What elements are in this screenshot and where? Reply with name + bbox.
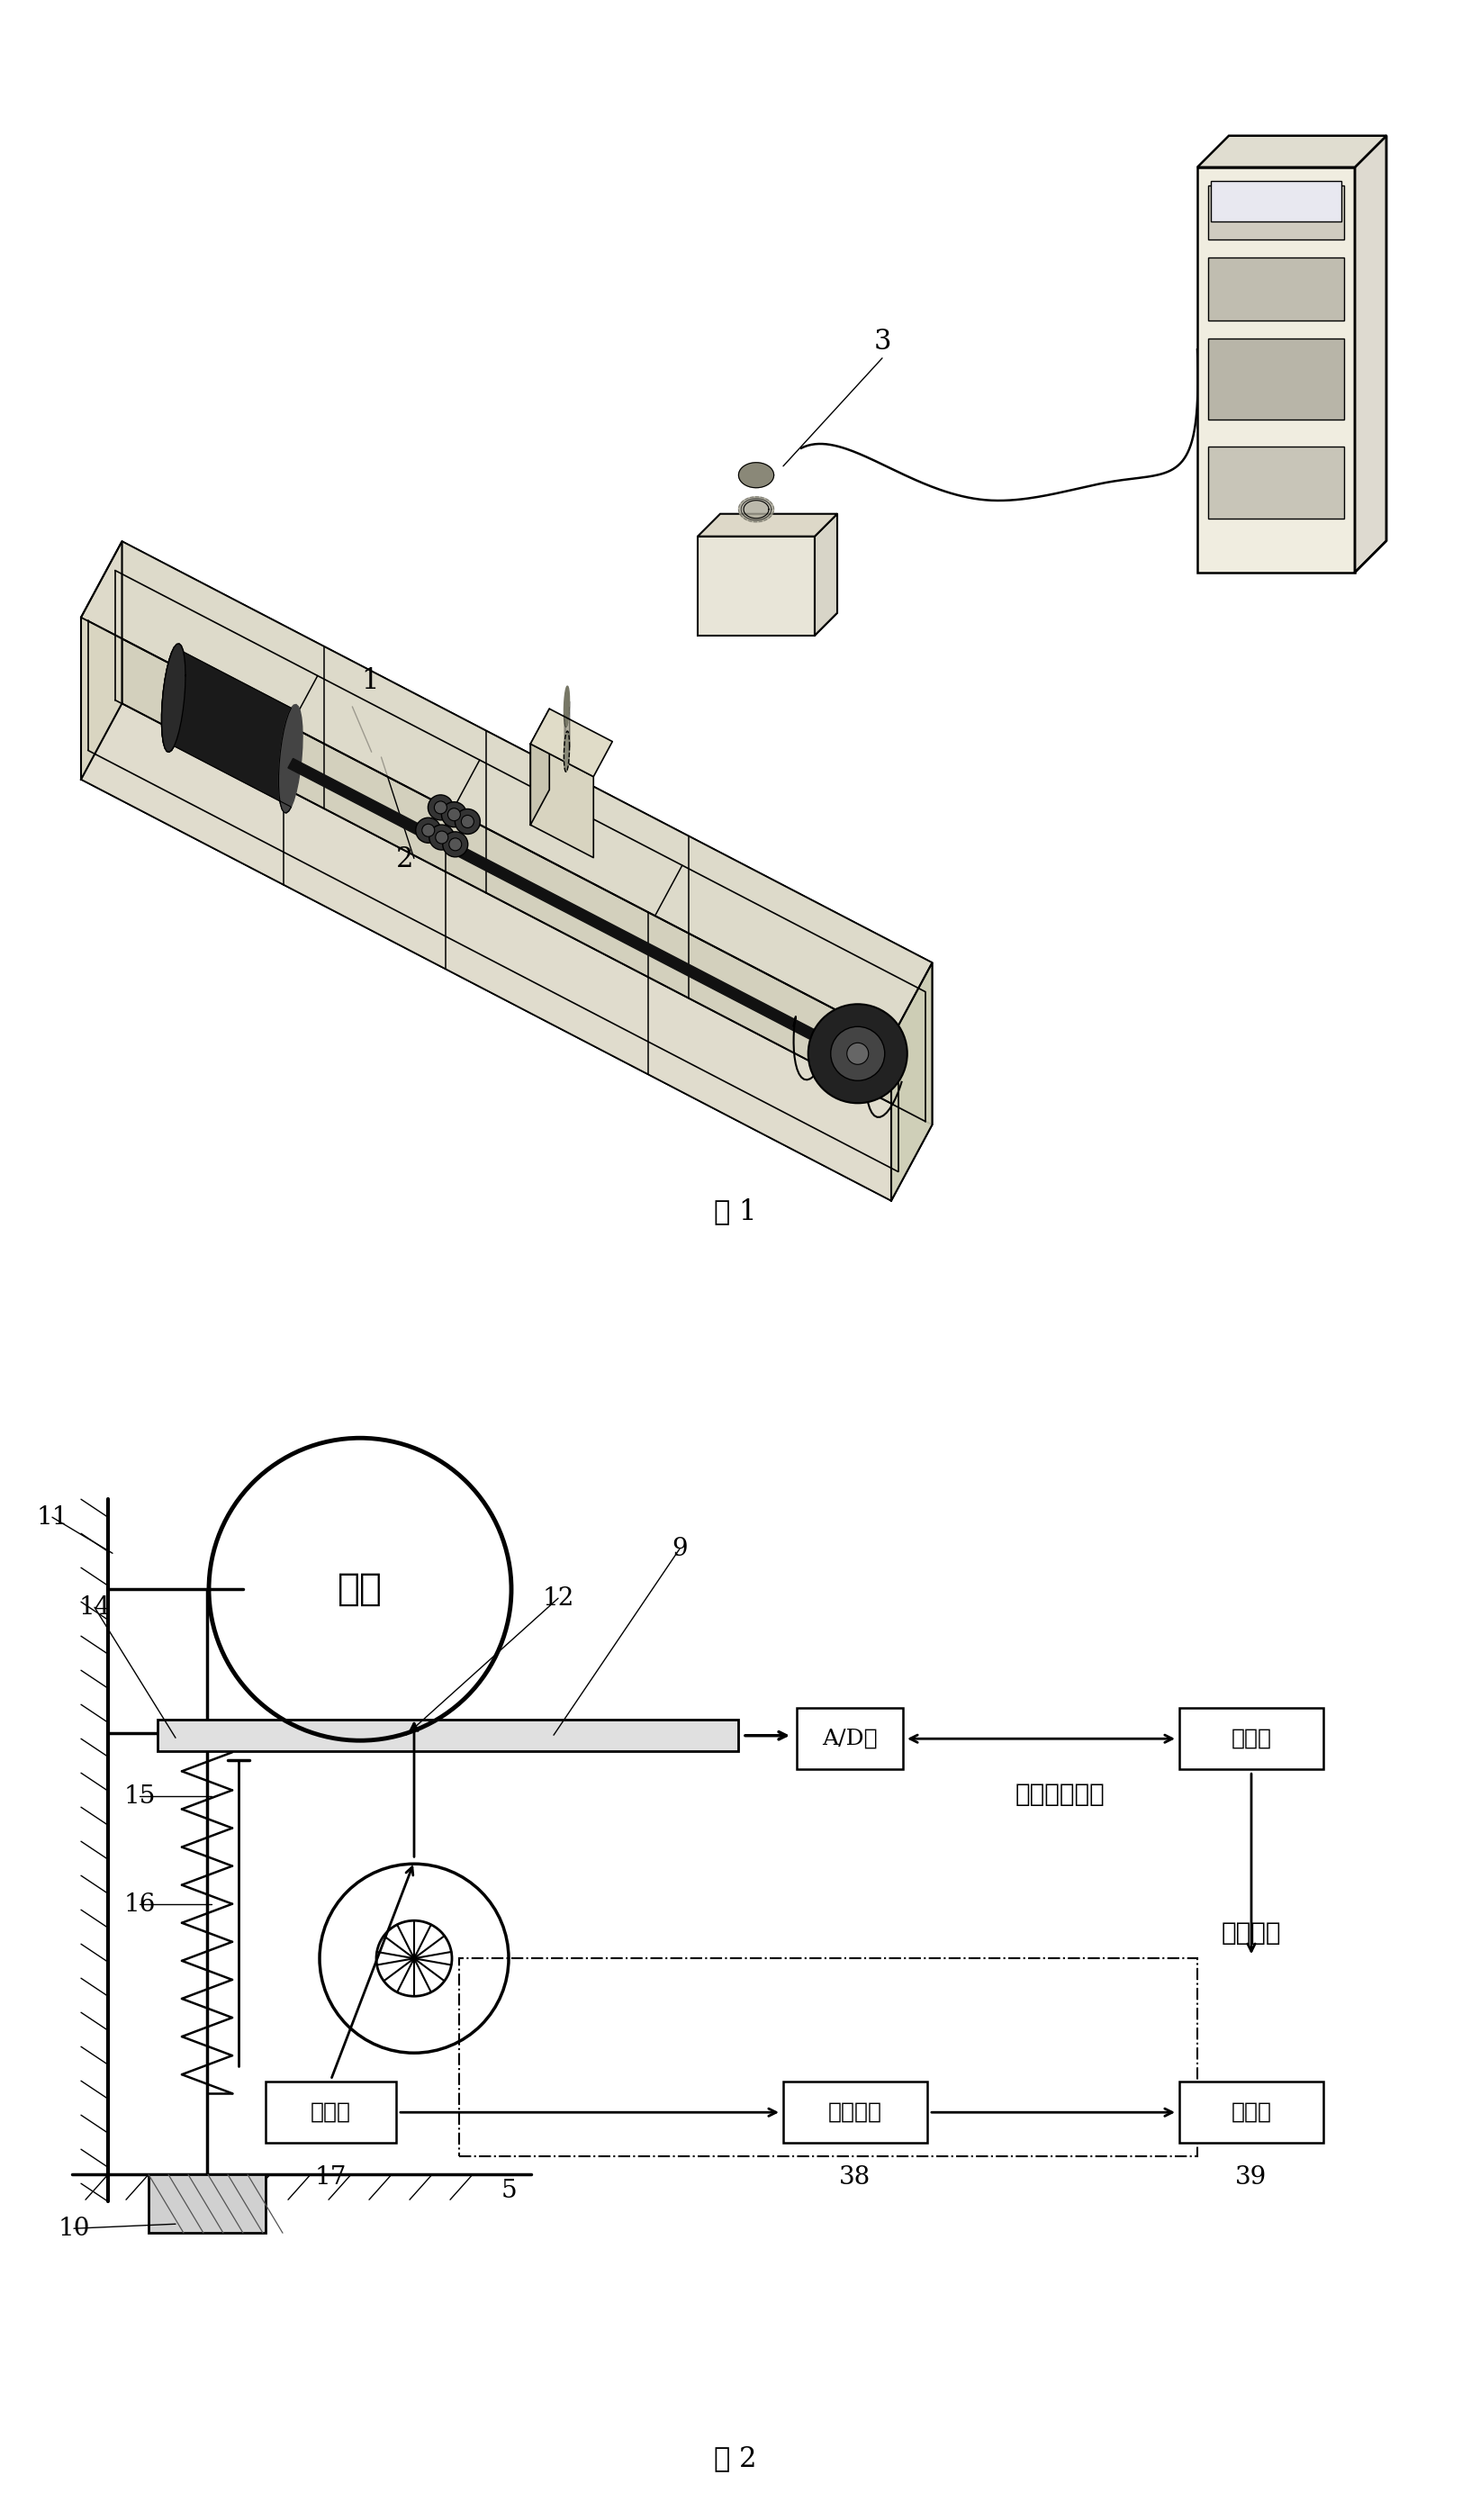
Circle shape bbox=[434, 801, 447, 814]
Polygon shape bbox=[288, 759, 887, 1076]
Polygon shape bbox=[563, 685, 569, 726]
Text: 3: 3 bbox=[874, 328, 891, 355]
Circle shape bbox=[462, 816, 474, 829]
Text: 变频器: 变频器 bbox=[1231, 2102, 1271, 2122]
Bar bbox=[157, 1719, 738, 1751]
Polygon shape bbox=[81, 617, 891, 1202]
Circle shape bbox=[808, 1003, 908, 1104]
Bar bbox=[1180, 2082, 1324, 2142]
Polygon shape bbox=[891, 963, 933, 1202]
Text: 39: 39 bbox=[1236, 2165, 1267, 2190]
Circle shape bbox=[435, 832, 449, 844]
Text: 14: 14 bbox=[78, 1595, 110, 1620]
Polygon shape bbox=[738, 464, 774, 489]
Polygon shape bbox=[531, 708, 612, 776]
Circle shape bbox=[831, 1026, 884, 1081]
Polygon shape bbox=[162, 648, 291, 814]
Circle shape bbox=[443, 832, 468, 857]
Text: 图 2: 图 2 bbox=[713, 2444, 758, 2472]
Text: 38: 38 bbox=[840, 2165, 871, 2190]
Polygon shape bbox=[697, 514, 837, 537]
Circle shape bbox=[416, 816, 441, 842]
Bar bbox=[1211, 181, 1342, 222]
Text: 5: 5 bbox=[500, 2177, 516, 2202]
Polygon shape bbox=[1355, 136, 1386, 572]
Text: 12: 12 bbox=[543, 1585, 574, 1610]
Text: 图 1: 图 1 bbox=[713, 1197, 758, 1225]
Text: 控制系统: 控制系统 bbox=[1221, 1920, 1281, 1945]
Text: 11: 11 bbox=[37, 1504, 68, 1530]
Text: 车轮: 车轮 bbox=[337, 1570, 382, 1608]
Text: 计算机: 计算机 bbox=[1231, 1729, 1271, 1749]
Polygon shape bbox=[563, 731, 569, 771]
Polygon shape bbox=[81, 542, 933, 1038]
Polygon shape bbox=[122, 542, 933, 1124]
Bar bbox=[1197, 166, 1355, 572]
Polygon shape bbox=[81, 542, 122, 779]
Circle shape bbox=[455, 809, 480, 834]
Text: 2: 2 bbox=[396, 847, 413, 874]
Polygon shape bbox=[278, 706, 303, 814]
Polygon shape bbox=[531, 708, 549, 824]
Circle shape bbox=[441, 801, 466, 827]
Bar bbox=[1208, 338, 1344, 418]
Text: 1: 1 bbox=[362, 668, 380, 696]
Bar bbox=[1208, 446, 1344, 519]
Bar bbox=[1208, 257, 1344, 320]
Bar bbox=[149, 2175, 266, 2233]
Circle shape bbox=[430, 824, 455, 849]
Bar bbox=[1180, 1709, 1324, 1769]
Text: 联轴器: 联轴器 bbox=[310, 2102, 352, 2122]
Circle shape bbox=[449, 839, 462, 852]
Text: 数据采集系统: 数据采集系统 bbox=[1015, 1782, 1105, 1807]
Bar bbox=[697, 537, 815, 635]
Polygon shape bbox=[162, 643, 185, 751]
Text: A/D卡: A/D卡 bbox=[822, 1729, 878, 1749]
Bar bbox=[797, 1709, 903, 1769]
Text: 10: 10 bbox=[57, 2218, 90, 2240]
Text: 15: 15 bbox=[124, 1784, 156, 1809]
Text: 交流电机: 交流电机 bbox=[828, 2102, 883, 2122]
Text: 16: 16 bbox=[124, 1893, 156, 1918]
Polygon shape bbox=[738, 496, 774, 522]
Bar bbox=[266, 2082, 396, 2142]
Polygon shape bbox=[531, 743, 593, 857]
Bar bbox=[459, 1958, 1197, 2157]
Circle shape bbox=[428, 794, 453, 819]
Text: 17: 17 bbox=[315, 2165, 347, 2190]
Circle shape bbox=[422, 824, 434, 837]
Bar bbox=[1208, 186, 1344, 239]
Bar bbox=[783, 2082, 927, 2142]
Polygon shape bbox=[815, 514, 837, 635]
Circle shape bbox=[847, 1043, 868, 1063]
Text: 9: 9 bbox=[672, 1537, 687, 1560]
Polygon shape bbox=[81, 703, 933, 1202]
Polygon shape bbox=[1197, 136, 1386, 166]
Circle shape bbox=[447, 809, 460, 822]
